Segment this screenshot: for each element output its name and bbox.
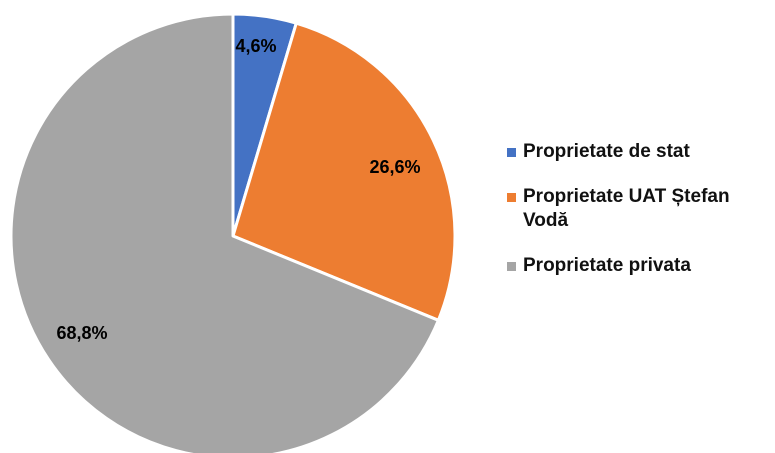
data-label-2: 26,6% — [369, 157, 420, 177]
legend-item-3: Proprietate privata — [507, 254, 769, 278]
pie-slice-2 — [231, 21, 457, 322]
legend: Proprietate de stat Proprietate UAT Ștefa… — [507, 140, 769, 299]
pie-slices — [9, 12, 457, 453]
legend-item-2: Proprietate UAT Ștefan Vodă — [507, 185, 769, 233]
legend-swatch-2 — [507, 193, 516, 202]
legend-swatch-3 — [507, 262, 516, 271]
data-label-1: 4,6% — [235, 36, 276, 56]
legend-label-2: Proprietate UAT Ștefan Vodă — [523, 186, 730, 231]
legend-label-3: Proprietate privata — [523, 255, 691, 276]
legend-item-1: Proprietate de stat — [507, 140, 769, 164]
legend-swatch-1 — [507, 148, 516, 157]
pie-data-labels: 4,6% 26,6% 68,8% — [56, 36, 420, 343]
pie-slice-3 — [9, 12, 440, 453]
legend-label-1: Proprietate de stat — [523, 141, 690, 162]
data-label-3: 68,8% — [56, 323, 107, 343]
